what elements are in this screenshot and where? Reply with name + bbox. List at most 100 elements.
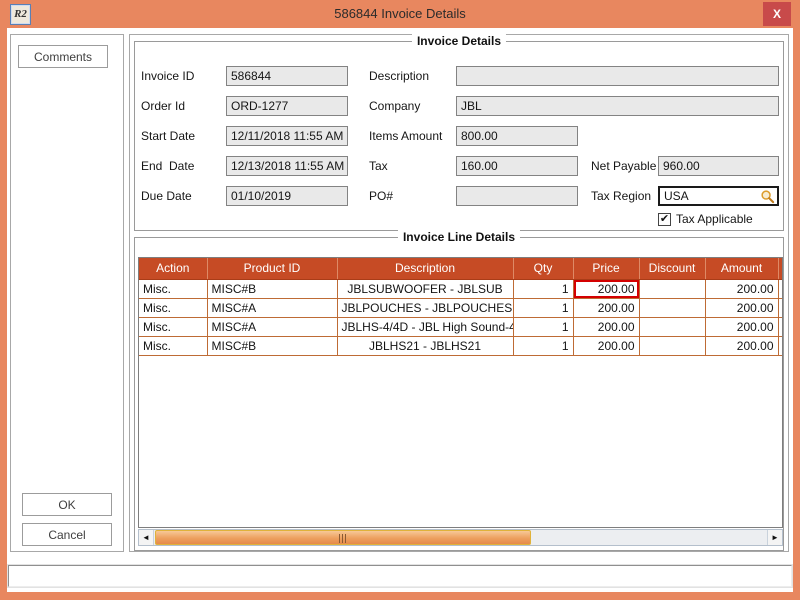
cell-qty[interactable]: 1 — [513, 336, 574, 356]
cell-overflow — [778, 279, 782, 299]
po-label: PO# — [369, 189, 394, 203]
cell-qty[interactable]: 1 — [513, 298, 574, 318]
column-header-qty[interactable]: Qty — [513, 258, 574, 280]
cell-product-id[interactable]: MISC#A — [207, 298, 338, 318]
order-id-label: Order Id — [141, 99, 186, 113]
cell-price[interactable]: 200.00 — [573, 317, 640, 337]
cell-description[interactable]: JBLHS-4/4D - JBL High Sound-4/4D — [337, 317, 514, 337]
table-row[interactable]: Misc. MISC#A JBLHS-4/4D - JBL High Sound… — [139, 317, 782, 337]
column-header-action[interactable]: Action — [139, 258, 208, 280]
scroll-right-icon: ► — [771, 533, 779, 542]
title-bar[interactable]: R2 586844 Invoice Details X — [0, 0, 800, 28]
cell-amount[interactable]: 200.00 — [705, 298, 779, 318]
cell-product-id[interactable]: MISC#B — [207, 336, 338, 356]
cell-amount[interactable]: 200.00 — [705, 336, 779, 356]
cell-price[interactable]: 200.00 — [573, 336, 640, 356]
cell-action[interactable]: Misc. — [139, 279, 208, 299]
cell-amount[interactable]: 200.00 — [705, 279, 779, 299]
left-action-panel: Comments OK Cancel — [10, 34, 124, 552]
table-row[interactable]: Misc. MISC#A JBLPOUCHES - JBLPOUCHES 1 2… — [139, 298, 782, 318]
cancel-button[interactable]: Cancel — [22, 523, 112, 546]
invoice-id-field[interactable]: 586844 — [226, 66, 348, 86]
line-items-grid: Action Product ID Description Qty Price … — [138, 257, 783, 528]
tax-field[interactable]: 160.00 — [456, 156, 578, 176]
tax-region-value: USA — [664, 189, 689, 203]
invoice-details-legend: Invoice Details — [411, 34, 507, 48]
cell-discount[interactable] — [639, 279, 706, 299]
check-icon: ✔ — [659, 212, 670, 225]
end-date-field[interactable]: 12/13/2018 11:55 AM — [226, 156, 348, 176]
order-id-field[interactable]: ORD-1277 — [226, 96, 348, 116]
comments-button[interactable]: Comments — [18, 45, 108, 68]
cell-description[interactable]: JBLSUBWOOFER - JBLSUB — [337, 279, 514, 299]
cell-discount[interactable] — [639, 336, 706, 356]
cell-description[interactable]: JBLPOUCHES - JBLPOUCHES — [337, 298, 514, 318]
scroll-left-button[interactable]: ◄ — [139, 530, 154, 545]
due-date-label: Due Date — [141, 189, 192, 203]
items-amount-label: Items Amount — [369, 129, 443, 143]
dialog-content: Comments OK Cancel Invoice Details Invoi… — [7, 28, 793, 592]
cell-qty[interactable]: 1 — [513, 317, 574, 337]
column-header-description[interactable]: Description — [337, 258, 514, 280]
column-header-price[interactable]: Price — [573, 258, 640, 280]
tax-applicable-label: Tax Applicable — [676, 212, 753, 226]
cell-price[interactable]: 200.00 — [573, 298, 640, 318]
cell-product-id[interactable]: MISC#B — [207, 279, 338, 299]
cell-qty[interactable]: 1 — [513, 279, 574, 299]
column-header-product-id[interactable]: Product ID — [207, 258, 338, 280]
cell-discount[interactable] — [639, 317, 706, 337]
close-button[interactable]: X — [763, 2, 791, 26]
cell-overflow — [778, 317, 782, 337]
company-field[interactable]: JBL — [456, 96, 779, 116]
invoice-line-details-legend: Invoice Line Details — [397, 230, 521, 244]
tax-region-label: Tax Region — [591, 189, 652, 203]
invoice-line-details-group: Invoice Line Details Action Product ID D… — [134, 230, 784, 551]
cell-overflow — [778, 336, 782, 356]
tax-region-field[interactable]: USA — [658, 186, 779, 206]
scrollbar-thumb[interactable] — [155, 530, 531, 545]
description-field[interactable] — [456, 66, 779, 86]
grid-header-row: Action Product ID Description Qty Price … — [139, 258, 782, 280]
table-row[interactable]: Misc. MISC#B JBLHS21 - JBLHS21 1 200.00 … — [139, 336, 782, 356]
start-date-label: Start Date — [141, 129, 196, 143]
close-icon: X — [772, 7, 781, 21]
table-row[interactable]: Misc. MISC#B JBLSUBWOOFER - JBLSUB 1 200… — [139, 279, 782, 299]
start-date-field[interactable]: 12/11/2018 11:55 AM — [226, 126, 348, 146]
end-date-label: End Date — [141, 159, 195, 173]
tax-applicable-checkbox[interactable]: ✔ — [658, 212, 671, 226]
search-icon[interactable] — [760, 189, 775, 204]
tax-applicable-checkrow: ✔ Tax Applicable — [658, 212, 753, 226]
due-date-field[interactable]: 01/10/2019 — [226, 186, 348, 206]
cell-description[interactable]: JBLHS21 - JBLHS21 — [337, 336, 514, 356]
column-header-overflow — [778, 258, 782, 280]
app-icon: R2 — [10, 4, 31, 25]
window-title: 586844 Invoice Details — [334, 6, 466, 21]
description-label: Description — [369, 69, 430, 83]
cell-action[interactable]: Misc. — [139, 298, 208, 318]
company-label: Company — [369, 99, 421, 113]
tax-label: Tax — [369, 159, 388, 173]
horizontal-scrollbar[interactable]: ◄ ► — [138, 529, 783, 546]
column-header-amount[interactable]: Amount — [705, 258, 779, 280]
cell-discount[interactable] — [639, 298, 706, 318]
invoice-id-label: Invoice ID — [141, 69, 195, 83]
scrollbar-grip-icon — [339, 534, 347, 543]
items-amount-field[interactable]: 800.00 — [456, 126, 578, 146]
main-panel: Invoice Details Invoice ID 586844 Order … — [129, 34, 789, 552]
net-payable-field[interactable]: 960.00 — [658, 156, 779, 176]
cell-action[interactable]: Misc. — [139, 336, 208, 356]
po-field[interactable] — [456, 186, 578, 206]
net-payable-label: Net Payable — [591, 159, 657, 173]
cell-product-id[interactable]: MISC#A — [207, 317, 338, 337]
status-bar — [8, 565, 792, 587]
scroll-right-button[interactable]: ► — [767, 530, 782, 545]
cell-action[interactable]: Misc. — [139, 317, 208, 337]
column-header-discount[interactable]: Discount — [639, 258, 706, 280]
cell-price-selected[interactable]: 200.00 — [573, 279, 640, 299]
cell-overflow — [778, 298, 782, 318]
invoice-details-group: Invoice Details Invoice ID 586844 Order … — [134, 34, 784, 231]
scroll-left-icon: ◄ — [142, 533, 150, 542]
ok-button[interactable]: OK — [22, 493, 112, 516]
cell-amount[interactable]: 200.00 — [705, 317, 779, 337]
